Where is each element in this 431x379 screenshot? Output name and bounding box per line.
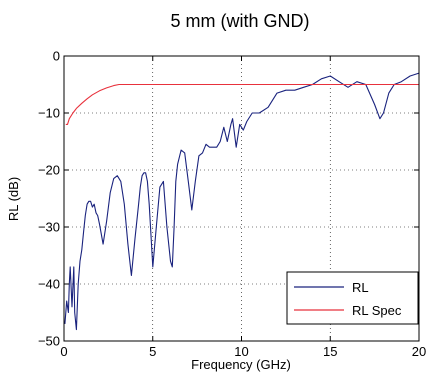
y-tick-label: 0 bbox=[53, 49, 60, 64]
legend-label-rl: RL bbox=[352, 280, 369, 295]
y-axis-label: RL (dB) bbox=[6, 177, 21, 221]
legend-label-rl-spec: RL Spec bbox=[352, 303, 402, 318]
x-axis-label: Frequency (GHz) bbox=[191, 357, 291, 372]
x-tick-label: 15 bbox=[323, 344, 337, 359]
y-tick-label: −10 bbox=[38, 106, 60, 121]
series-line-rl bbox=[64, 72, 420, 331]
series-layer bbox=[64, 72, 420, 331]
ticks: 0 5 10 15 20 0 −10 −20 −30 −40 −50 bbox=[38, 49, 426, 360]
y-tick-label: −30 bbox=[38, 220, 60, 235]
y-tick-label: −50 bbox=[38, 334, 60, 349]
x-tick-label: 10 bbox=[234, 344, 248, 359]
legend: RL RL Spec bbox=[286, 271, 419, 325]
series-line-rl-spec bbox=[65, 83, 419, 125]
y-tick-label: −40 bbox=[38, 277, 60, 292]
chart-title: 5 mm (with GND) bbox=[171, 11, 310, 31]
legend-box bbox=[286, 271, 419, 325]
x-tick-label: 0 bbox=[60, 344, 67, 359]
y-tick-label: −20 bbox=[38, 163, 60, 178]
x-tick-label: 5 bbox=[149, 344, 156, 359]
x-tick-label: 20 bbox=[412, 344, 426, 359]
